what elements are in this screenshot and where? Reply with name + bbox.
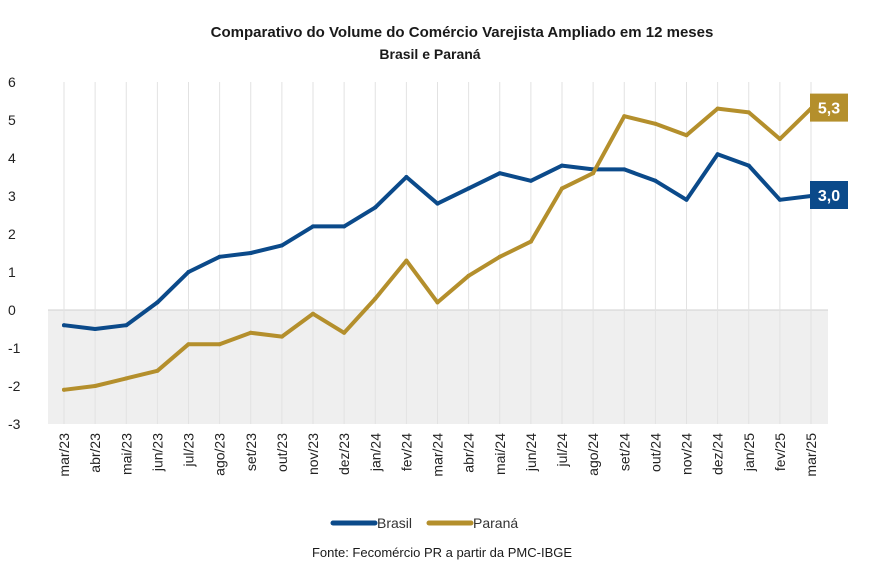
data-point (497, 171, 502, 176)
data-point (715, 152, 720, 157)
chart-title: Comparativo do Volume do Comércio Vareji… (210, 24, 714, 41)
x-tick-label: out/23 (274, 433, 290, 472)
data-point (653, 178, 658, 183)
data-point (622, 167, 627, 172)
data-point (311, 224, 315, 229)
y-tick-label: 4 (8, 150, 16, 166)
data-point (466, 273, 471, 278)
data-point (560, 186, 564, 191)
y-tick-label: -2 (8, 378, 21, 394)
x-tick-label: ago/23 (212, 433, 228, 476)
data-point (186, 270, 191, 274)
data-label: 5,3 (818, 101, 840, 118)
x-tick-label: set/23 (243, 433, 259, 471)
data-point (653, 121, 658, 126)
chart-source: Fonte: Fecomércio PR a partir da PMC-IBG… (311, 545, 573, 560)
y-tick-label: 0 (8, 302, 16, 318)
data-point (279, 243, 284, 248)
data-point (528, 178, 533, 183)
x-tick-label: nov/23 (305, 433, 321, 475)
data-point (62, 387, 66, 392)
y-tick-label: 5 (8, 112, 16, 128)
data-point (373, 205, 378, 210)
data-point (777, 137, 782, 141)
data-point (777, 197, 782, 202)
data-point (155, 300, 160, 305)
x-tick-label: fev/25 (772, 433, 788, 471)
data-point (124, 376, 129, 381)
data-point (186, 342, 191, 347)
end-label-box (810, 181, 848, 209)
data-point (466, 186, 471, 191)
data-point (435, 201, 440, 206)
x-tick-label: mar/23 (56, 433, 72, 477)
data-point (248, 251, 253, 255)
y-tick-label: -3 (8, 416, 21, 432)
data-point (435, 300, 440, 305)
data-point (404, 175, 409, 179)
data-point (124, 323, 129, 328)
x-tick-label: jan/24 (367, 433, 383, 472)
data-point (404, 258, 409, 263)
legend-label: Paraná (473, 515, 518, 531)
y-tick-label: 1 (8, 264, 16, 280)
y-tick-label: -1 (8, 340, 21, 356)
y-tick-label: 2 (8, 226, 16, 242)
x-tick-label: jul/23 (181, 433, 197, 468)
data-point (248, 330, 253, 335)
x-tick-label: mai/24 (492, 433, 508, 475)
data-point (217, 342, 222, 347)
x-tick-label: fev/24 (398, 433, 414, 471)
x-tick-label: ago/24 (585, 433, 601, 476)
data-point (684, 133, 689, 138)
data-point (746, 110, 751, 115)
data-point (311, 311, 315, 316)
data-point (342, 224, 347, 229)
data-point (93, 384, 98, 388)
data-point (560, 163, 564, 168)
x-tick-label: jun/24 (523, 433, 539, 472)
data-point (684, 197, 689, 202)
x-tick-label: dez/24 (710, 433, 726, 475)
data-point (373, 296, 378, 301)
y-tick-label: 6 (8, 74, 16, 90)
data-point (622, 114, 627, 119)
x-tick-label: mar/25 (803, 433, 819, 477)
data-point (746, 163, 751, 168)
data-point (342, 330, 347, 335)
y-tick-label: 3 (8, 188, 16, 204)
data-point (279, 334, 284, 339)
x-tick-label: mai/23 (118, 433, 134, 475)
x-tick-label: abr/24 (461, 433, 477, 473)
legend-label: Brasil (377, 515, 412, 531)
chart-subtitle: Brasil e Paraná (379, 46, 481, 62)
data-point (591, 171, 596, 176)
data-label: 3,0 (818, 188, 840, 205)
x-tick-label: abr/23 (87, 433, 103, 473)
data-point (497, 254, 502, 259)
x-tick-label: out/24 (647, 433, 663, 472)
x-tick-label: jul/24 (554, 433, 570, 468)
x-tick-label: nov/24 (679, 433, 695, 475)
data-point (93, 327, 98, 331)
data-point (528, 239, 533, 244)
end-label-box (810, 93, 848, 122)
data-point (217, 254, 222, 259)
x-tick-label: jan/25 (741, 433, 757, 472)
x-tick-label: jun/23 (149, 433, 165, 472)
data-point (715, 106, 720, 111)
x-tick-label: mar/24 (430, 433, 446, 477)
data-point (62, 323, 66, 328)
x-tick-label: set/24 (616, 433, 632, 471)
data-point (155, 368, 160, 373)
x-tick-label: dez/23 (336, 433, 352, 475)
